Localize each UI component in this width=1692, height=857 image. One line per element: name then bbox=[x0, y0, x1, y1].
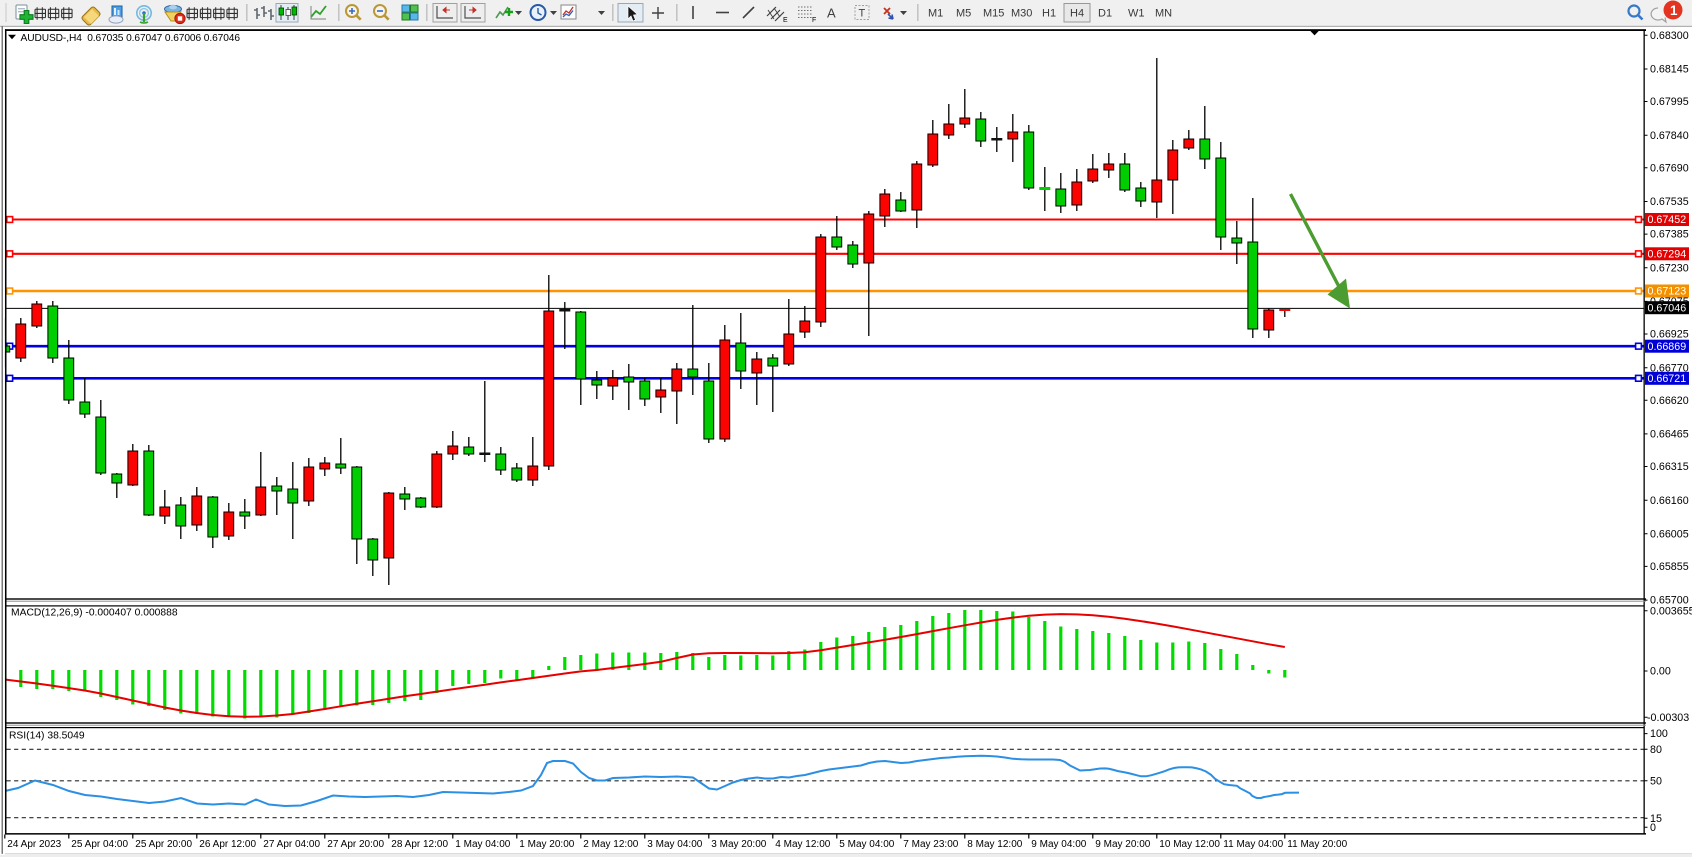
svg-text:24 Apr 2023: 24 Apr 2023 bbox=[7, 839, 61, 850]
svg-text:0.66770: 0.66770 bbox=[1650, 362, 1689, 374]
svg-text:0.65700: 0.65700 bbox=[1650, 595, 1689, 607]
svg-text:100: 100 bbox=[1650, 728, 1668, 740]
svg-text:5 May 04:00: 5 May 04:00 bbox=[839, 839, 894, 850]
svg-text:4 May 12:00: 4 May 12:00 bbox=[775, 839, 830, 850]
svg-text:AUDUSD-,H4 0.67035 0.67047 0.: AUDUSD-,H4 0.67035 0.67047 0.67006 0.670… bbox=[21, 33, 241, 44]
svg-text:80: 80 bbox=[1650, 744, 1662, 756]
svg-text:2 May 12:00: 2 May 12:00 bbox=[583, 839, 638, 850]
svg-text:0.66721: 0.66721 bbox=[1648, 373, 1687, 385]
svg-text:27 Apr 20:00: 27 Apr 20:00 bbox=[327, 839, 384, 850]
svg-text:7 May 23:00: 7 May 23:00 bbox=[903, 839, 958, 850]
svg-text:MN: MN bbox=[1155, 8, 1172, 20]
svg-text:E: E bbox=[783, 17, 788, 24]
svg-text:1 May 20:00: 1 May 20:00 bbox=[519, 839, 574, 850]
svg-text:0.67452: 0.67452 bbox=[1648, 214, 1687, 226]
svg-text:F: F bbox=[812, 17, 816, 24]
svg-text:0.67995: 0.67995 bbox=[1650, 96, 1689, 108]
svg-text:H4: H4 bbox=[1070, 8, 1084, 20]
svg-text:0.68145: 0.68145 bbox=[1650, 64, 1689, 76]
svg-text:0.66620: 0.66620 bbox=[1650, 395, 1689, 407]
svg-text:1 May 04:00: 1 May 04:00 bbox=[455, 839, 510, 850]
svg-text:0.67230: 0.67230 bbox=[1650, 262, 1689, 274]
svg-text:0.67123: 0.67123 bbox=[1648, 286, 1687, 298]
svg-text:11 May 20:00: 11 May 20:00 bbox=[1287, 839, 1347, 850]
svg-text:1: 1 bbox=[1670, 3, 1678, 18]
svg-text:0.66005: 0.66005 bbox=[1650, 528, 1689, 540]
svg-text:0.68300: 0.68300 bbox=[1650, 30, 1689, 42]
svg-text:-0.00303: -0.00303 bbox=[1647, 712, 1689, 724]
svg-text:0.65855: 0.65855 bbox=[1650, 561, 1689, 573]
svg-text:0.66925: 0.66925 bbox=[1650, 329, 1689, 341]
svg-text:8 May 12:00: 8 May 12:00 bbox=[967, 839, 1022, 850]
svg-text:0.67046: 0.67046 bbox=[1648, 302, 1687, 314]
svg-text:0.67690: 0.67690 bbox=[1650, 162, 1689, 174]
svg-text:15: 15 bbox=[1650, 813, 1662, 825]
svg-text:W1: W1 bbox=[1128, 8, 1145, 20]
svg-text:9 May 20:00: 9 May 20:00 bbox=[1095, 839, 1150, 850]
svg-text:0.67385: 0.67385 bbox=[1650, 229, 1689, 241]
svg-text:0.66160: 0.66160 bbox=[1650, 495, 1689, 507]
svg-text:0.66869: 0.66869 bbox=[1648, 341, 1687, 353]
svg-text:0.66315: 0.66315 bbox=[1650, 461, 1689, 473]
svg-text:25 Apr 04:00: 25 Apr 04:00 bbox=[71, 839, 128, 850]
svg-text:9 May 04:00: 9 May 04:00 bbox=[1031, 839, 1086, 850]
svg-text:3 May 04:00: 3 May 04:00 bbox=[647, 839, 702, 850]
svg-text:27 Apr 04:00: 27 Apr 04:00 bbox=[263, 839, 320, 850]
svg-text:M30: M30 bbox=[1011, 8, 1032, 20]
svg-text:T: T bbox=[859, 8, 866, 20]
svg-text:11 May 04:00: 11 May 04:00 bbox=[1223, 839, 1283, 850]
svg-text:0.66465: 0.66465 bbox=[1650, 429, 1689, 441]
svg-text:M1: M1 bbox=[928, 8, 943, 20]
svg-text:D1: D1 bbox=[1098, 8, 1112, 20]
svg-text:0.67840: 0.67840 bbox=[1650, 130, 1689, 142]
svg-text:0.00: 0.00 bbox=[1650, 666, 1671, 678]
svg-text:28 Apr 12:00: 28 Apr 12:00 bbox=[391, 839, 448, 850]
svg-text:3 May 20:00: 3 May 20:00 bbox=[711, 839, 766, 850]
svg-text:0.67294: 0.67294 bbox=[1648, 249, 1687, 261]
svg-text:26 Apr 12:00: 26 Apr 12:00 bbox=[199, 839, 256, 850]
svg-text:MACD(12,26,9) -0.000407 0.0008: MACD(12,26,9) -0.000407 0.000888 bbox=[11, 607, 178, 618]
svg-text:RSI(14) 38.5049: RSI(14) 38.5049 bbox=[9, 731, 85, 742]
svg-text:H1: H1 bbox=[1042, 8, 1056, 20]
svg-text:M5: M5 bbox=[956, 8, 971, 20]
svg-text:0: 0 bbox=[1650, 822, 1656, 834]
svg-text:0.003655: 0.003655 bbox=[1650, 605, 1692, 617]
svg-text:A: A bbox=[827, 6, 836, 21]
svg-text:0.67535: 0.67535 bbox=[1650, 196, 1689, 208]
svg-text:M15: M15 bbox=[983, 8, 1004, 20]
svg-text:25 Apr 20:00: 25 Apr 20:00 bbox=[135, 839, 192, 850]
svg-text:10 May 12:00: 10 May 12:00 bbox=[1159, 839, 1220, 850]
svg-text:50: 50 bbox=[1650, 775, 1662, 787]
